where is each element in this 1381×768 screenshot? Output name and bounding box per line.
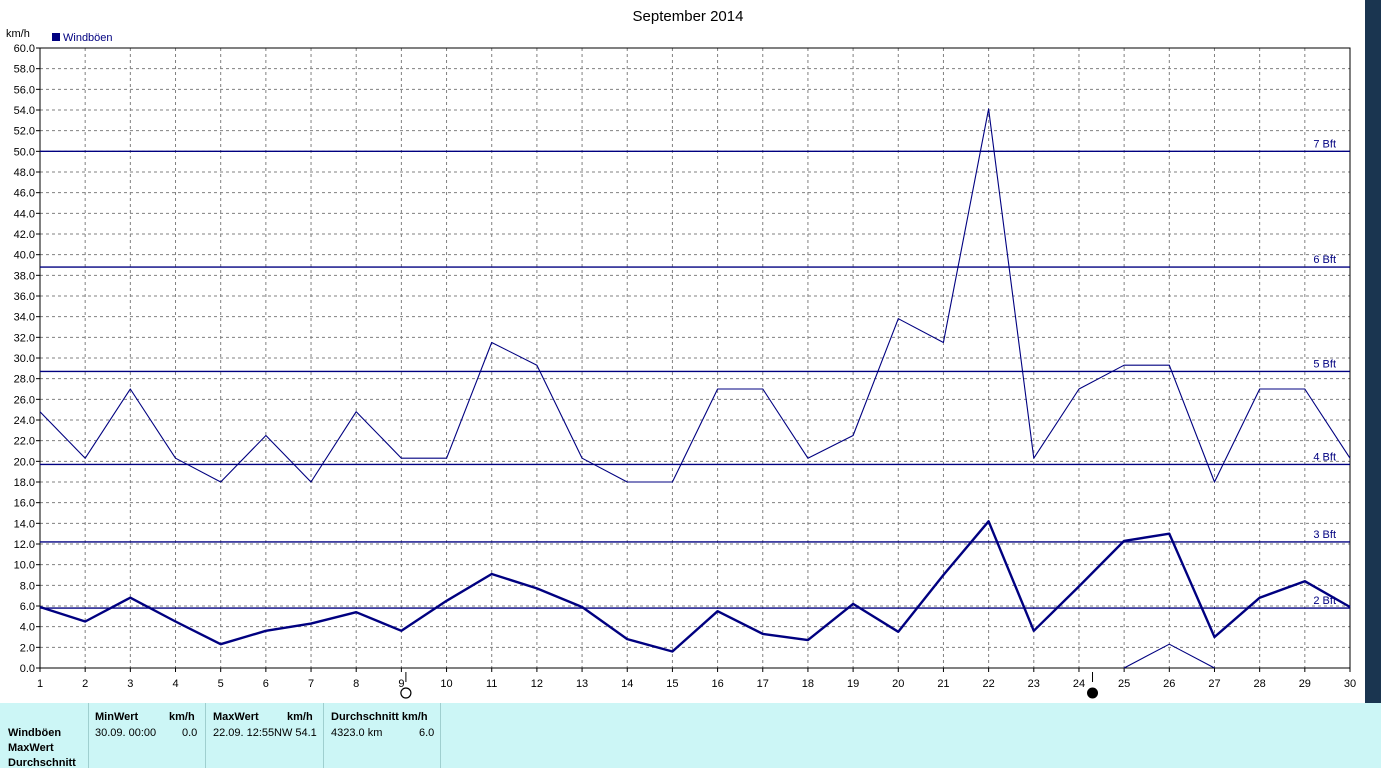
y-tick-label: 26.0	[14, 394, 35, 406]
y-tick-label: 54.0	[14, 105, 35, 117]
y-tick-label: 22.0	[14, 436, 35, 448]
stats-row-label: Durchschnitt	[8, 757, 76, 768]
x-tick-label: 1	[37, 678, 43, 690]
y-tick-label: 50.0	[14, 146, 35, 158]
avg-header: Durchschnitt km/h	[331, 711, 428, 723]
column-divider	[323, 703, 324, 768]
max-value: NW 54.1	[274, 727, 317, 739]
min-header: MinWert	[95, 711, 139, 723]
y-tick-label: 48.0	[14, 167, 35, 179]
y-tick-label: 6.0	[20, 601, 35, 613]
avg-distance: 4323.0 km	[331, 727, 383, 739]
x-tick-label: 5	[218, 678, 224, 690]
y-tick-label: 32.0	[14, 332, 35, 344]
y-tick-label: 14.0	[14, 518, 35, 530]
y-tick-label: 46.0	[14, 188, 35, 200]
y-tick-label: 40.0	[14, 250, 35, 262]
x-tick-label: 23	[1028, 678, 1040, 690]
y-tick-label: 24.0	[14, 415, 35, 427]
x-tick-label: 6	[263, 678, 269, 690]
column-divider	[205, 703, 206, 768]
column-divider	[88, 703, 89, 768]
x-tick-label: 27	[1208, 678, 1220, 690]
x-tick-label: 19	[847, 678, 859, 690]
legend-label: Windböen	[63, 32, 113, 44]
min-date: 30.09. 00:00	[95, 727, 157, 739]
y-axis-label: km/h	[6, 28, 30, 40]
x-tick-label: 12	[531, 678, 543, 690]
y-tick-label: 4.0	[20, 622, 35, 634]
x-tick-label: 28	[1254, 678, 1266, 690]
x-tick-label: 10	[440, 678, 452, 690]
y-tick-label: 52.0	[14, 126, 35, 138]
beaufort-label: 7 Bft	[1313, 138, 1336, 150]
y-tick-label: 0.0	[20, 663, 35, 675]
x-tick-label: 13	[576, 678, 588, 690]
beaufort-label: 2 Bft	[1313, 595, 1336, 607]
y-tick-label: 56.0	[14, 84, 35, 96]
max-unit: km/h	[287, 711, 313, 723]
beaufort-label: 6 Bft	[1313, 254, 1336, 266]
x-tick-label: 20	[892, 678, 904, 690]
stats-row-label: MaxWert	[8, 742, 54, 754]
min-value: 0.0	[182, 727, 198, 739]
y-tick-label: 36.0	[14, 291, 35, 303]
x-tick-label: 24	[1073, 678, 1085, 690]
y-tick-label: 20.0	[14, 456, 35, 468]
avg-value: 6.0	[419, 727, 435, 739]
beaufort-label: 4 Bft	[1313, 451, 1336, 463]
stats-row-label: Windböen	[8, 727, 62, 739]
beaufort-label: 5 Bft	[1313, 358, 1336, 370]
y-tick-label: 30.0	[14, 353, 35, 365]
x-tick-label: 14	[621, 678, 633, 690]
y-tick-label: 44.0	[14, 208, 35, 220]
y-tick-label: 12.0	[14, 539, 35, 551]
legend-swatch	[52, 33, 60, 41]
wind-gust-chart: September 2014 0.0 2.0 4.0 6.0 8.0 10.0 12.0 14.…	[6, 8, 1356, 699]
y-tick-label: 58.0	[14, 64, 35, 76]
y-tick-label: 38.0	[14, 270, 35, 282]
chart-title: September 2014	[633, 8, 744, 25]
x-tick-label: 16	[711, 678, 723, 690]
y-tick-label: 16.0	[14, 498, 35, 510]
max-date: 22.09. 12:55	[213, 727, 275, 739]
y-tick-label: 34.0	[14, 312, 35, 324]
y-tick-label: 18.0	[14, 477, 35, 489]
series-line-1	[39, 108, 1351, 483]
x-tick-label: 25	[1118, 678, 1130, 690]
x-tick-label: 2	[82, 678, 88, 690]
chart-area: September 2014 0.0 2.0 4.0 6.0 8.0 10.0 12.0 14.…	[6, 8, 1356, 699]
x-tick-label: 15	[666, 678, 678, 690]
x-tick-label: 26	[1163, 678, 1175, 690]
max-header: MaxWert	[213, 711, 259, 723]
x-tick-label: 17	[757, 678, 769, 690]
x-tick-label: 4	[172, 678, 178, 690]
x-tick-label: 18	[802, 678, 814, 690]
x-tick-label: 8	[353, 678, 359, 690]
y-tick-label: 28.0	[14, 374, 35, 386]
x-tick-label: 21	[937, 678, 949, 690]
x-tick-label: 9	[398, 678, 404, 690]
y-tick-label: 8.0	[20, 580, 35, 592]
new-moon-icon	[1087, 687, 1099, 699]
x-tick-label: 30	[1344, 678, 1356, 690]
beaufort-label: 3 Bft	[1313, 529, 1336, 541]
x-tick-label: 29	[1299, 678, 1311, 690]
y-tick-label: 10.0	[14, 560, 35, 572]
window-edge-strip	[1365, 0, 1381, 703]
stats-panel: Windböen MaxWert Durchschnitt MinWert km…	[0, 703, 1381, 768]
x-tick-label: 22	[982, 678, 994, 690]
min-unit: km/h	[169, 711, 195, 723]
y-tick-label: 42.0	[14, 229, 35, 241]
full-moon-icon	[400, 687, 412, 699]
x-tick-label: 3	[127, 678, 133, 690]
y-tick-label: 2.0	[20, 642, 35, 654]
series-line-3	[1123, 643, 1215, 669]
column-divider	[440, 703, 441, 768]
series-line-2	[39, 520, 1351, 653]
y-tick-label: 60.0	[14, 43, 35, 55]
x-tick-label: 11	[486, 678, 497, 690]
x-tick-label: 7	[308, 678, 314, 690]
